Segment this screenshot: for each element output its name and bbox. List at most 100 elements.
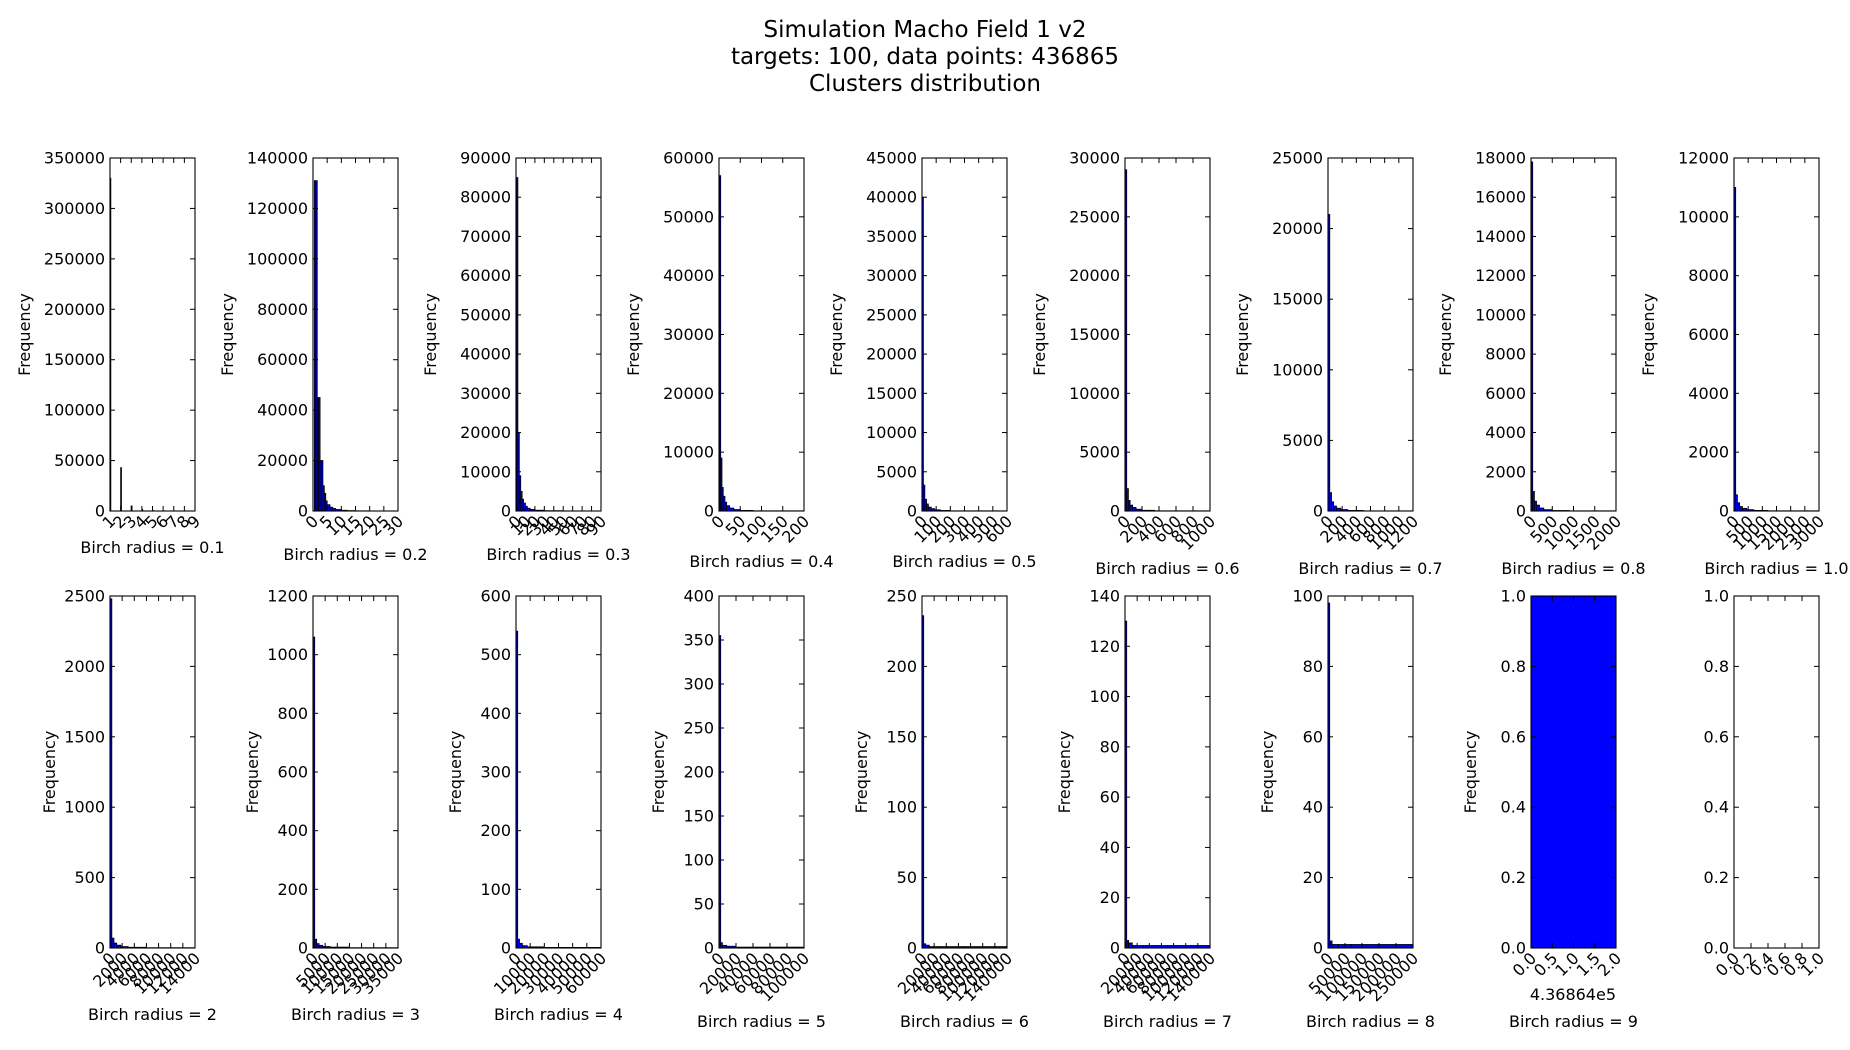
y-tick-label: 200000 [44,300,105,319]
y-tick-label: 90000 [460,149,511,168]
y-tick-label: 15000 [1069,325,1120,344]
y-tick-label: 250 [886,587,917,606]
y-tick-label: 4000 [1688,384,1729,403]
y-axis-label: Frequency [1258,731,1277,814]
y-tick-label: 0.2 [1704,868,1729,887]
x-offset-text: 4.36864e5 [1530,985,1616,1004]
y-tick-label: 100000 [247,249,308,268]
y-tick-label: 6000 [1688,325,1729,344]
y-tick-label: 20000 [1069,266,1120,285]
y-tick-label: 0.8 [1501,657,1526,676]
y-tick-label: 100 [1089,687,1120,706]
axes-frame [921,157,1008,512]
y-tick-label: 40000 [663,266,714,285]
y-tick-label: 400 [683,587,714,606]
y-tick-label: 4000 [1485,423,1526,442]
y-axis-label: Frequency [421,293,440,376]
y-axis-label: Frequency [1639,293,1658,376]
y-tick-label: 8000 [1688,266,1729,285]
y-tick-label: 30000 [1069,149,1120,168]
x-axis-label: Birch radius = 5 [697,1012,826,1031]
histogram-bar [519,942,523,949]
y-axis-label: Frequency [624,293,643,376]
histogram-bar [113,942,118,949]
y-tick-label: 400 [480,704,511,723]
y-tick-label: 0 [95,939,105,958]
y-tick-label: 250 [683,719,714,738]
y-tick-label: 0.6 [1704,727,1729,746]
y-tick-label: 50000 [663,207,714,226]
x-axis-label: Birch radius = 0.5 [892,552,1036,571]
y-tick-label: 100 [480,880,511,899]
x-axis-label: Birch radius = 0.7 [1298,559,1442,578]
y-tick-label: 200 [886,657,917,676]
y-tick-label: 20 [1100,888,1120,907]
axes-frame [515,157,602,512]
x-axis-label: Birch radius = 0.4 [689,552,833,571]
y-tick-label: 0 [1110,939,1120,958]
axes-frame [1327,595,1414,949]
y-tick-label: 6000 [1485,384,1526,403]
y-tick-label: 80000 [257,300,308,319]
histogram-bar [1530,595,1617,949]
y-tick-label: 10000 [866,423,917,442]
histogram-bar [1739,506,1743,512]
y-tick-label: 40 [1100,838,1120,857]
y-tick-label: 0 [298,502,308,521]
figure-title: Simulation Macho Field 1 v2 [763,17,1087,43]
x-axis-label: Birch radius = 9 [1509,1012,1638,1031]
y-tick-label: 350000 [44,149,105,168]
axes-frame [1530,157,1617,512]
y-tick-label: 80 [1100,737,1120,756]
y-tick-label: 0.8 [1704,657,1729,676]
y-tick-label: 60000 [663,149,714,168]
histogram-bar [120,467,122,512]
y-tick-label: 25000 [1272,149,1323,168]
y-axis-label: Frequency [40,731,59,814]
y-tick-label: 0 [704,502,714,521]
y-tick-label: 150000 [44,350,105,369]
histogram-bar [329,506,334,512]
y-tick-label: 16000 [1475,188,1526,207]
histogram-bar [1536,504,1540,512]
y-tick-label: 10000 [460,462,511,481]
y-tick-label: 18000 [1475,149,1526,168]
y-tick-label: 150 [683,807,714,826]
x-axis-label: Birch radius = 0.1 [80,538,224,557]
x-axis-label: Birch radius = 1.0 [1704,559,1848,578]
y-tick-label: 50 [694,895,714,914]
y-tick-label: 20000 [1272,219,1323,238]
axes-frame [1124,157,1211,512]
y-tick-label: 30000 [663,325,714,344]
histogram-bar [927,506,932,512]
y-tick-label: 140 [1089,587,1120,606]
y-tick-label: 5000 [1079,443,1120,462]
x-tick-label: 2.0 [1594,949,1625,980]
y-tick-label: 400 [277,821,308,840]
y-tick-label: 200 [480,821,511,840]
y-axis-label: Frequency [15,293,34,376]
y-tick-label: 0.4 [1501,798,1526,817]
y-tick-label: 70000 [460,227,511,246]
y-tick-label: 120000 [247,199,308,218]
y-tick-label: 25000 [1069,207,1120,226]
y-tick-label: 100 [886,798,917,817]
y-axis-label: Frequency [1436,293,1455,376]
axes-frame [921,595,1008,949]
y-axis-label: Frequency [1461,731,1480,814]
y-tick-label: 30000 [866,266,917,285]
x-axis-label: Birch radius = 0.2 [283,545,427,564]
y-tick-label: 40000 [460,345,511,364]
axes-frame [718,595,805,949]
y-tick-label: 100 [683,851,714,870]
y-tick-label: 50000 [54,451,105,470]
y-tick-label: 0.0 [1501,939,1526,958]
y-tick-label: 0.4 [1704,798,1729,817]
y-tick-label: 15000 [1272,290,1323,309]
y-tick-label: 200 [277,880,308,899]
axes-frame [1124,595,1211,949]
axes-frame [312,157,399,512]
y-tick-label: 2000 [64,657,105,676]
y-tick-label: 100 [1292,587,1323,606]
